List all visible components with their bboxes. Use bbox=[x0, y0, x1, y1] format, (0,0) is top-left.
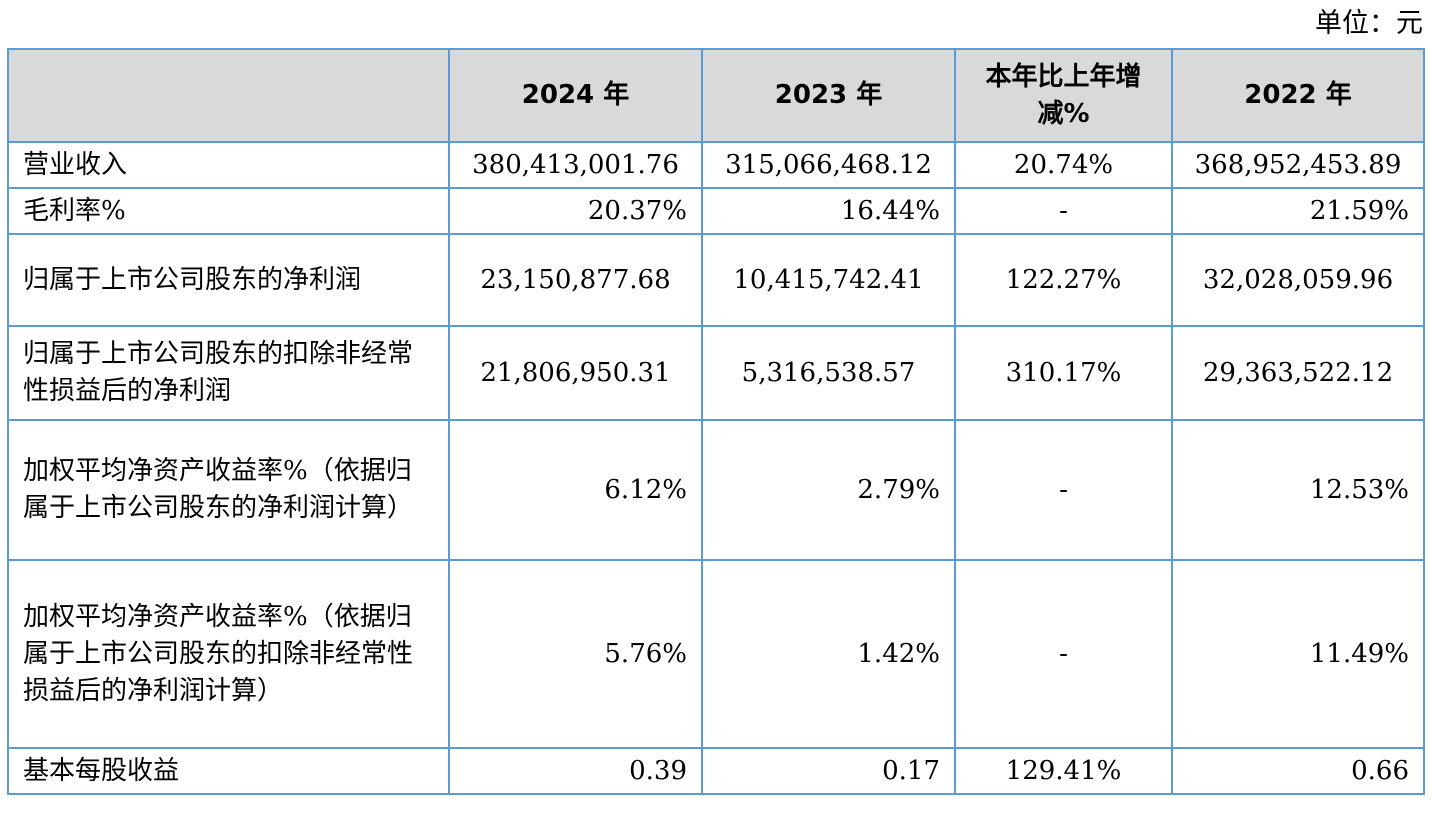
cell-change: - bbox=[954, 419, 1173, 561]
row-label: 归属于上市公司股东的净利润 bbox=[7, 233, 450, 327]
table-row: 基本每股收益 0.39 0.17 129.41% 0.66 bbox=[7, 747, 1425, 795]
cell-2024: 380,413,001.76 bbox=[448, 141, 703, 189]
cell-2023: 0.17 bbox=[701, 747, 956, 795]
header-item bbox=[7, 48, 450, 143]
row-label: 加权平均净资产收益率%（依据归属于上市公司股东的净利润计算） bbox=[7, 419, 450, 561]
cell-2024: 20.37% bbox=[448, 187, 703, 235]
row-label: 加权平均净资产收益率%（依据归属于上市公司股东的扣除非经常性损益后的净利润计算） bbox=[7, 559, 450, 749]
cell-2024: 6.12% bbox=[448, 419, 703, 561]
cell-2022: 32,028,059.96 bbox=[1171, 233, 1425, 327]
header-year-2023: 2023 年 bbox=[701, 48, 956, 143]
cell-2024: 21,806,950.31 bbox=[448, 325, 703, 421]
row-label: 基本每股收益 bbox=[7, 747, 450, 795]
cell-change: 129.41% bbox=[954, 747, 1173, 795]
cell-2022: 21.59% bbox=[1171, 187, 1425, 235]
cell-change: - bbox=[954, 559, 1173, 749]
cell-2022: 368,952,453.89 bbox=[1171, 141, 1425, 189]
cell-2023: 5,316,538.57 bbox=[701, 325, 956, 421]
cell-change: 310.17% bbox=[954, 325, 1173, 421]
header-year-2024: 2024 年 bbox=[448, 48, 703, 143]
cell-2023: 16.44% bbox=[701, 187, 956, 235]
table-row: 归属于上市公司股东的净利润 23,150,877.68 10,415,742.4… bbox=[7, 233, 1425, 327]
cell-2024: 0.39 bbox=[448, 747, 703, 795]
cell-2023: 2.79% bbox=[701, 419, 956, 561]
row-label: 毛利率% bbox=[7, 187, 450, 235]
cell-2023: 315,066,468.12 bbox=[701, 141, 956, 189]
cell-change: - bbox=[954, 187, 1173, 235]
cell-change: 20.74% bbox=[954, 141, 1173, 189]
cell-2022: 0.66 bbox=[1171, 747, 1425, 795]
header-yoy-change: 本年比上年增减% bbox=[954, 48, 1173, 143]
row-label: 归属于上市公司股东的扣除非经常性损益后的净利润 bbox=[7, 325, 450, 421]
header-year-2022: 2022 年 bbox=[1171, 48, 1425, 143]
table-row: 归属于上市公司股东的扣除非经常性损益后的净利润 21,806,950.31 5,… bbox=[7, 325, 1425, 421]
cell-change: 122.27% bbox=[954, 233, 1173, 327]
cell-2023: 10,415,742.41 bbox=[701, 233, 956, 327]
unit-label: 单位：元 bbox=[1315, 8, 1423, 39]
cell-2023: 1.42% bbox=[701, 559, 956, 749]
table-row: 毛利率% 20.37% 16.44% - 21.59% bbox=[7, 187, 1425, 235]
cell-2024: 23,150,877.68 bbox=[448, 233, 703, 327]
cell-2022: 11.49% bbox=[1171, 559, 1425, 749]
cell-2022: 29,363,522.12 bbox=[1171, 325, 1425, 421]
table-row: 加权平均净资产收益率%（依据归属于上市公司股东的净利润计算） 6.12% 2.7… bbox=[7, 419, 1425, 561]
financial-data-table: 2024 年 2023 年 本年比上年增减% 2022 年 营业收入 380,4… bbox=[7, 48, 1425, 795]
cell-2022: 12.53% bbox=[1171, 419, 1425, 561]
cell-2024: 5.76% bbox=[448, 559, 703, 749]
table-header-row: 2024 年 2023 年 本年比上年增减% 2022 年 bbox=[7, 48, 1425, 143]
table-row: 营业收入 380,413,001.76 315,066,468.12 20.74… bbox=[7, 141, 1425, 189]
row-label: 营业收入 bbox=[7, 141, 450, 189]
table-row: 加权平均净资产收益率%（依据归属于上市公司股东的扣除非经常性损益后的净利润计算）… bbox=[7, 559, 1425, 749]
